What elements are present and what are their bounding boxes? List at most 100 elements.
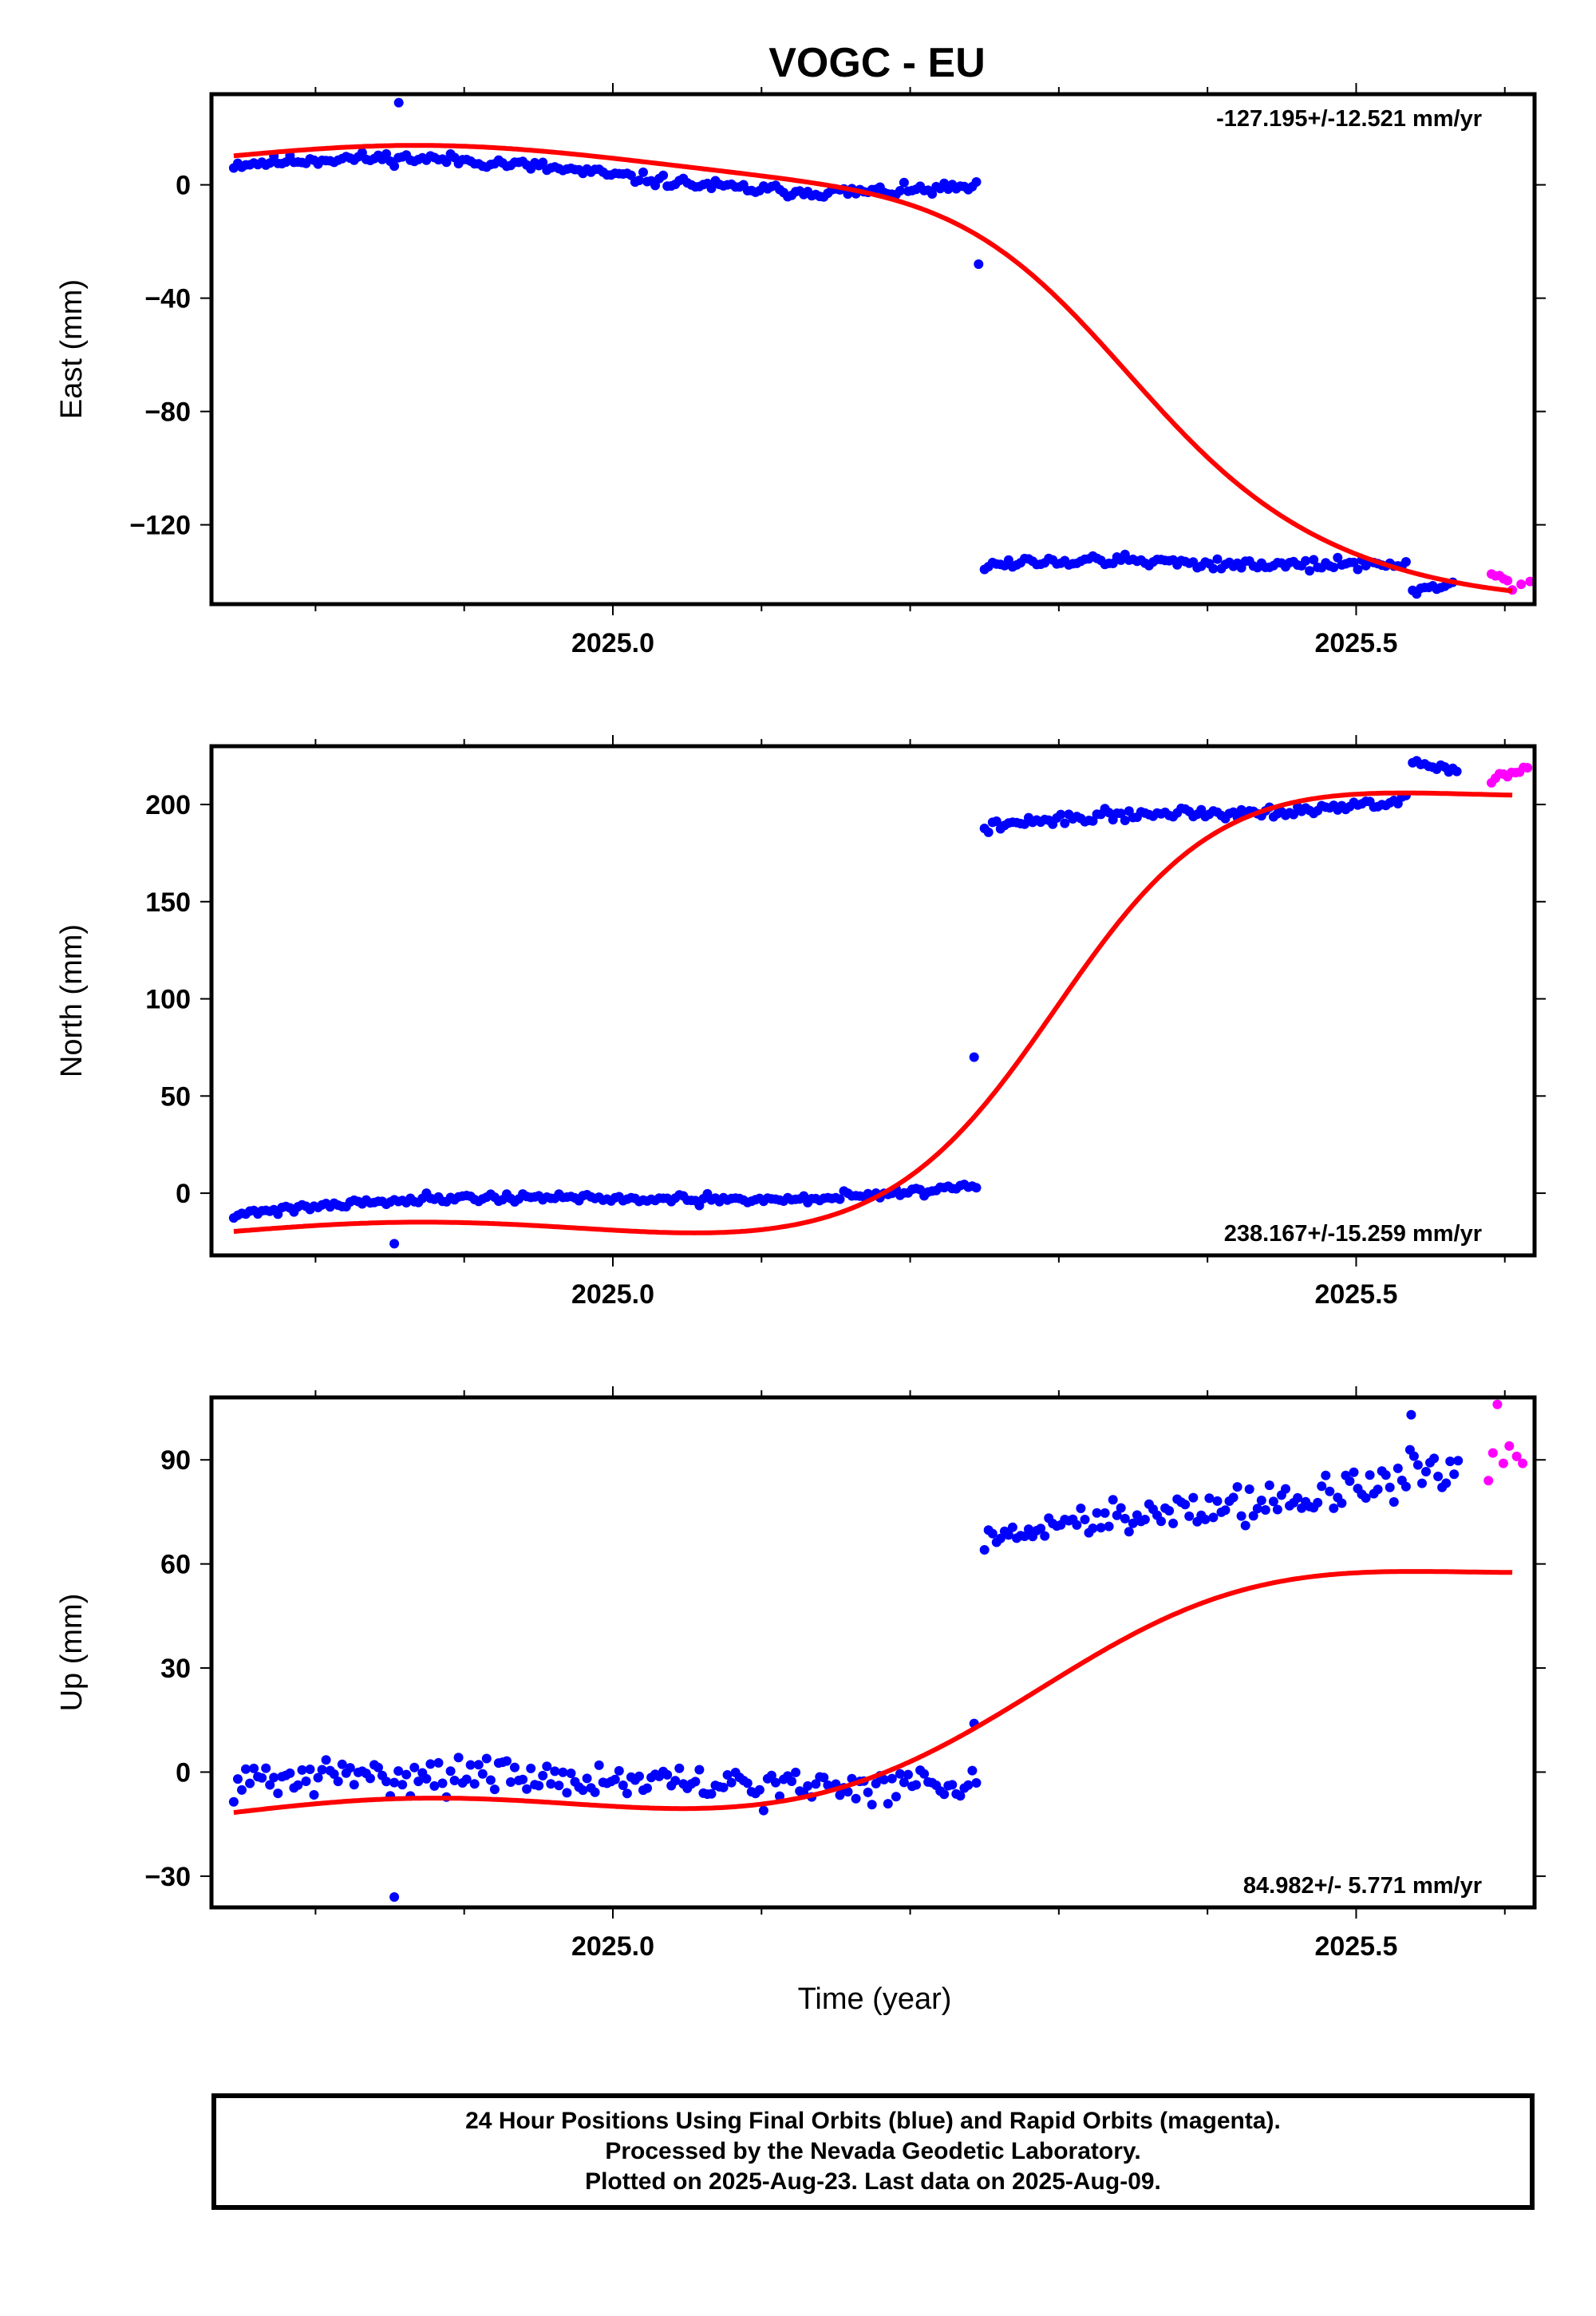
rapid-orbit-point: [1503, 575, 1513, 586]
final-orbit-point: [835, 1790, 845, 1800]
chart-title: VOGC - EU: [768, 40, 986, 86]
final-orbit-point: [634, 176, 644, 185]
final-orbit-point: [1128, 1518, 1138, 1528]
rapid-orbit-point: [1498, 1458, 1508, 1468]
final-orbit-point: [538, 1770, 548, 1780]
final-orbit-point: [249, 1763, 259, 1773]
final-orbit-point: [558, 1767, 568, 1777]
final-orbit-point: [722, 1770, 733, 1780]
final-orbit-point: [1007, 1522, 1017, 1532]
final-orbit-point: [465, 1760, 476, 1770]
final-orbit-point: [1220, 1505, 1231, 1516]
y-tick-label: 0: [176, 1179, 191, 1209]
final-orbit-point: [233, 1774, 243, 1784]
plot-area: [228, 756, 1533, 1249]
final-orbit-point: [365, 1773, 375, 1784]
final-orbit-point: [974, 259, 984, 269]
final-orbit-point: [437, 1778, 448, 1788]
final-orbit-point: [1072, 1520, 1082, 1530]
final-orbit-point: [285, 1768, 295, 1778]
final-orbit-point: [321, 1755, 331, 1765]
final-orbit-point: [1108, 1495, 1118, 1505]
final-orbit-point: [477, 1769, 488, 1779]
x-tick-label: 2025.0: [571, 1279, 654, 1310]
final-orbit-point: [642, 1783, 652, 1793]
final-orbit-point: [1329, 563, 1339, 572]
final-orbit-point: [389, 1892, 400, 1902]
model-fit-line: [233, 790, 1513, 1235]
y-tick-label: −120: [129, 511, 191, 541]
final-orbit-point: [345, 1763, 355, 1773]
final-orbit-point: [389, 1777, 400, 1788]
x-tick-label: 2025.0: [571, 1931, 654, 1962]
final-orbit-point: [1264, 1480, 1274, 1491]
final-orbit-point: [534, 1780, 544, 1791]
final-orbit-point: [1365, 1470, 1375, 1480]
final-orbit-point: [269, 1773, 279, 1783]
final-orbit-point: [397, 1780, 408, 1790]
final-orbit-point: [1256, 1496, 1266, 1505]
final-orbit-point: [1184, 1511, 1195, 1521]
final-orbit-point: [257, 1773, 267, 1783]
final-orbit-point: [1353, 564, 1363, 575]
final-orbit-point: [1429, 1453, 1440, 1464]
y-tick-label: −80: [144, 397, 191, 428]
final-orbit-point: [1156, 1516, 1166, 1527]
final-orbit-point: [991, 816, 1001, 826]
final-orbit-point: [754, 1784, 764, 1795]
final-orbit-point: [562, 1788, 572, 1798]
final-orbit-point: [1248, 1511, 1258, 1521]
final-orbit-point: [485, 1775, 496, 1785]
final-orbit-point: [425, 1759, 436, 1769]
rapid-orbit-point: [1504, 1441, 1515, 1451]
final-orbit-point: [1289, 809, 1298, 820]
final-orbit-point: [895, 1769, 905, 1779]
final-orbit-point: [1036, 1524, 1046, 1534]
final-orbit-point: [662, 1769, 673, 1780]
final-orbit-point: [1445, 1456, 1456, 1467]
final-orbit-point: [1349, 557, 1359, 567]
final-orbit-point: [518, 1774, 528, 1784]
final-orbit-point: [1385, 1482, 1395, 1492]
y-tick-label: 50: [160, 1081, 191, 1112]
final-orbit-point: [1124, 1527, 1134, 1537]
footer-line-processed-by: Processed by the Nevada Geodetic Laborat…: [605, 2138, 1141, 2164]
final-orbit-point: [1421, 1467, 1431, 1476]
final-orbit-point: [1116, 808, 1126, 819]
final-orbit-point: [1104, 1521, 1114, 1531]
final-orbit-point: [241, 1764, 251, 1774]
final-orbit-point: [421, 1773, 432, 1784]
final-orbit-point: [955, 1791, 966, 1801]
final-orbit-point: [1417, 1478, 1427, 1488]
final-orbit-point: [899, 177, 909, 188]
final-orbit-point: [1120, 1513, 1130, 1524]
final-orbit-point: [1333, 552, 1343, 563]
rate-annotation: 84.982+/- 5.771 mm/yr: [1243, 1873, 1482, 1899]
final-orbit-point: [245, 1778, 255, 1788]
final-orbit-point: [1321, 1470, 1331, 1480]
final-orbit-point: [1236, 1511, 1246, 1521]
final-orbit-point: [469, 1779, 480, 1789]
panel-up: [200, 1386, 1546, 1919]
final-orbit-point: [887, 1773, 897, 1784]
final-orbit-point: [1244, 1484, 1254, 1494]
y-tick-label: 100: [145, 985, 191, 1015]
final-orbit-point: [1293, 1492, 1303, 1503]
final-orbit-point: [903, 1769, 913, 1780]
final-orbit-point: [919, 1769, 930, 1779]
final-orbit-point: [1092, 1508, 1102, 1518]
final-orbit-point: [863, 1787, 873, 1797]
final-orbit-point: [971, 1183, 982, 1193]
final-orbit-point: [883, 1799, 893, 1809]
rapid-orbit-point: [1483, 1476, 1494, 1486]
final-orbit-point: [1112, 1510, 1122, 1520]
final-orbit-point: [578, 1785, 588, 1796]
final-orbit-point: [1361, 1493, 1371, 1503]
final-orbit-point: [758, 1805, 768, 1816]
final-orbit-point: [1168, 1518, 1179, 1528]
final-orbit-point: [1040, 1531, 1050, 1541]
final-orbit-point: [1076, 1504, 1086, 1513]
final-orbit-point: [1281, 1484, 1290, 1494]
final-orbit-point: [273, 1788, 283, 1799]
final-orbit-point: [987, 1528, 998, 1539]
